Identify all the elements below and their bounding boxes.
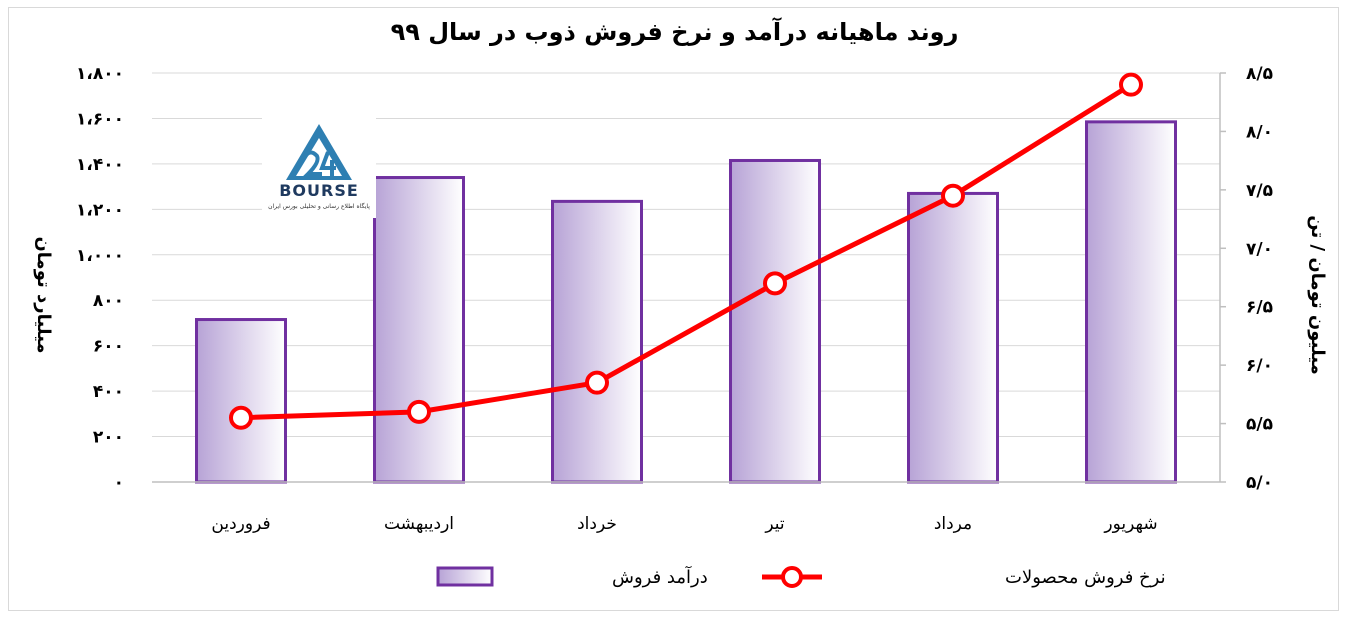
left-tick-label: ۸۰۰ <box>93 291 124 311</box>
left-tick-label: ۴۰۰ <box>93 382 124 402</box>
left-tick-label: ۱،۰۰۰ <box>76 246 124 266</box>
left-tick-label: ۲۰۰ <box>93 428 124 448</box>
axes <box>152 72 1226 483</box>
bar <box>1085 120 1177 484</box>
legend-line-label: نرخ فروش محصولات <box>1005 567 1166 588</box>
right-axis-title: میلیون تومان / تن <box>1307 215 1328 374</box>
legend-bar-label: درآمد فروش <box>612 565 708 588</box>
left-axis-ticks: ۰ ۲۰۰ ۴۰۰ ۶۰۰ ۸۰۰ ۱،۰۰۰ ۱،۲۰۰ ۱،۴۰۰ ۱،۶۰۰ ۱،۸۰۰ <box>76 64 124 493</box>
right-tick-label: ۵/۵ <box>1246 415 1273 435</box>
line-point <box>229 405 253 430</box>
left-tick-label: ۰ <box>114 473 124 493</box>
category-labels: فروردین اردیبهشت خرداد تیر مرداد شهریور <box>211 514 1157 534</box>
right-tick-label: ۶/۰ <box>1246 356 1273 376</box>
legend-line-marker <box>781 566 803 588</box>
bar <box>195 318 287 484</box>
right-tick-label: ۷/۵ <box>1246 181 1273 201</box>
category-label: شهریور <box>1103 514 1157 534</box>
category-label: اردیبهشت <box>384 514 454 534</box>
bar <box>729 158 821 484</box>
bar <box>551 199 643 484</box>
logo-icon: BOURSE پایگاه اطلاع رسانی و تحلیلی بورس … <box>268 124 370 210</box>
right-tick-label: ۷/۰ <box>1246 239 1273 259</box>
right-tick-label: ۸/۵ <box>1246 64 1273 84</box>
left-tick-label: ۶۰۰ <box>93 337 124 357</box>
right-tick-label: ۸/۰ <box>1246 122 1273 142</box>
left-tick-label: ۱،۸۰۰ <box>76 64 124 84</box>
bar <box>373 176 465 484</box>
right-tick-label: ۶/۵ <box>1246 298 1273 318</box>
line-series <box>229 72 1143 430</box>
line-point <box>763 271 787 296</box>
logo-text: BOURSE <box>279 181 359 200</box>
left-tick-label: ۱،۲۰۰ <box>76 200 124 220</box>
category-label: مرداد <box>934 514 972 534</box>
line-point <box>941 183 965 208</box>
category-label: فروردین <box>211 514 270 534</box>
bar <box>907 191 999 484</box>
bourse24-logo: BOURSE پایگاه اطلاع رسانی و تحلیلی بورس … <box>262 118 376 218</box>
left-tick-label: ۱،۶۰۰ <box>76 109 124 129</box>
line-point <box>585 370 609 395</box>
line-point <box>1119 72 1143 97</box>
bar-series <box>195 120 1177 484</box>
logo-subtitle: پایگاه اطلاع رسانی و تحلیلی بورس ایران <box>268 202 370 210</box>
right-tick-label: ۵/۰ <box>1246 473 1273 493</box>
price-line <box>240 82 1133 421</box>
chart-title: روند ماهیانه درآمد و نرخ فروش ذوب در سال… <box>390 18 959 46</box>
legend: درآمد فروش نرخ فروش محصولات <box>436 565 1166 588</box>
legend-bar-swatch <box>436 566 494 587</box>
category-label: تیر <box>764 514 785 534</box>
category-label: خرداد <box>577 514 617 534</box>
left-tick-label: ۱،۴۰۰ <box>76 155 124 175</box>
left-axis-title: میلیارد تومان <box>33 236 54 353</box>
right-axis-ticks: ۵/۰ ۵/۵ ۶/۰ ۶/۵ ۷/۰ ۷/۵ ۸/۰ ۸/۵ <box>1246 64 1273 493</box>
line-point <box>407 399 431 424</box>
